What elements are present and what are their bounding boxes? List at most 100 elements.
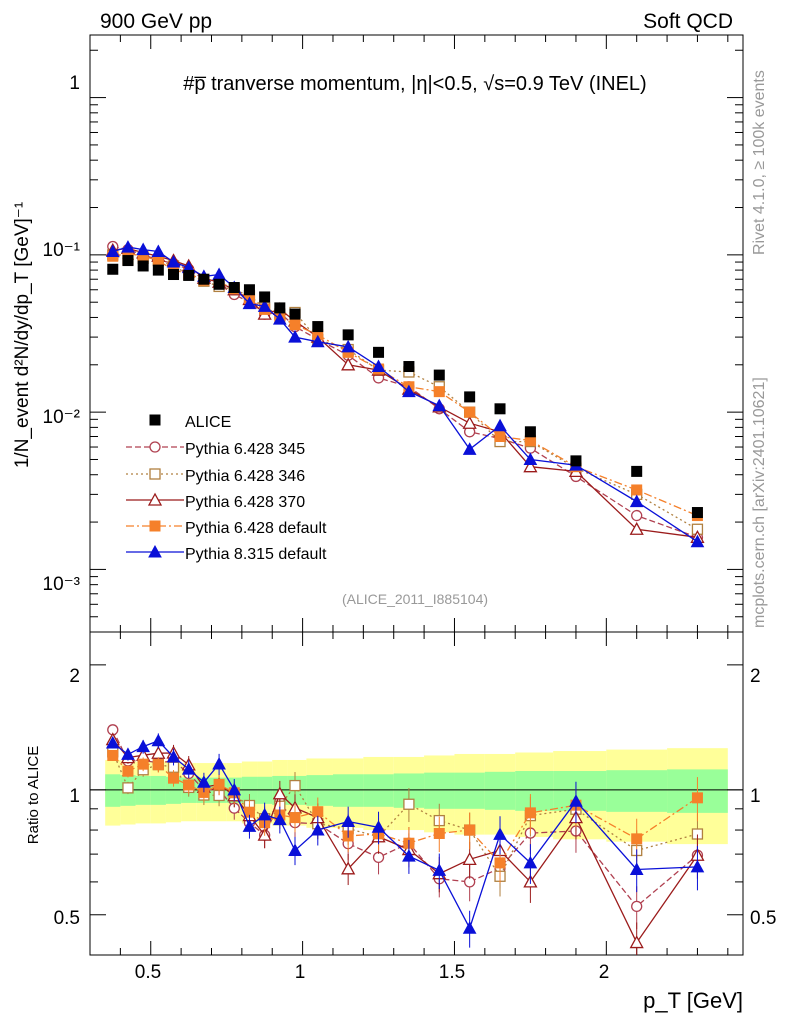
point-p8def xyxy=(629,494,644,508)
rivet-label: Rivet 4.1.0, ≥ 100k events xyxy=(751,70,768,255)
point-alice xyxy=(198,273,210,285)
point-alice xyxy=(691,507,703,519)
ratio-point-p6def xyxy=(213,778,225,790)
point-alice xyxy=(274,302,286,314)
ratio-point-p370 xyxy=(629,935,644,949)
legend-marker-alice xyxy=(149,414,161,426)
band-green xyxy=(241,776,258,804)
ratio-point-p6def xyxy=(464,824,476,836)
ratio-point-p6def xyxy=(137,758,149,770)
ratio-point-p8def xyxy=(151,733,166,747)
legend-label-p346: Pythia 6.428 346 xyxy=(185,468,305,485)
ratio-point-p6def xyxy=(107,749,119,761)
ratio-point-p8def xyxy=(242,819,257,832)
point-p6def xyxy=(631,484,643,496)
xtick-label-1: 1 xyxy=(295,962,306,983)
ratio-point-p6def xyxy=(691,792,703,804)
ratio-point-p6def xyxy=(289,812,301,824)
ratio-point-p6def xyxy=(122,765,134,777)
point-alice xyxy=(168,269,180,281)
band-green xyxy=(135,775,151,805)
band-green xyxy=(515,771,554,811)
ratio-point-p6def xyxy=(168,772,180,784)
point-alice xyxy=(403,361,415,373)
ratio-point-p6def xyxy=(494,857,506,869)
point-p8def xyxy=(257,299,272,312)
point-alice xyxy=(524,426,536,438)
legend-marker-p6def xyxy=(149,520,161,532)
band-green xyxy=(150,775,166,805)
point-p8def xyxy=(523,452,538,465)
ratio-point-p8def xyxy=(493,827,507,840)
point-p8def xyxy=(151,244,166,258)
ratio-point-p370 xyxy=(341,861,356,875)
ratio-ytick-right-1: 1 xyxy=(750,786,761,807)
legend-label-alice: ALICE xyxy=(185,414,231,431)
ratio-point-p8def xyxy=(257,807,272,821)
ratio-ytick-1: 1 xyxy=(69,786,80,807)
point-alice xyxy=(137,260,149,272)
point-p8def xyxy=(242,296,257,310)
ratio-point-p8def xyxy=(272,812,287,826)
ratio-point-p8def xyxy=(166,749,181,763)
point-alice xyxy=(631,465,643,477)
point-p6def xyxy=(289,319,301,331)
ratio-point-p6def xyxy=(152,759,164,771)
point-p8def xyxy=(136,242,150,256)
point-alice xyxy=(183,269,195,281)
point-alice xyxy=(373,346,385,358)
ratio-point-p346 xyxy=(403,798,415,810)
point-alice xyxy=(122,255,134,267)
point-p8def xyxy=(462,442,477,455)
ytick-label-1: 1 xyxy=(69,73,80,94)
point-p6def xyxy=(152,255,164,267)
ratio-point-p346 xyxy=(122,782,134,794)
point-alice xyxy=(433,369,445,381)
point-alice xyxy=(289,308,301,320)
point-p6def xyxy=(464,406,476,418)
ratio-point-p8def xyxy=(462,921,477,934)
legend-marker-p346 xyxy=(149,468,161,480)
legend-label-p6def: Pythia 6.428 default xyxy=(185,520,327,537)
point-alice xyxy=(494,403,506,415)
ratio-point-p8def xyxy=(121,747,135,760)
band-green xyxy=(484,771,516,810)
ytick-label-0.1: 10⁻¹ xyxy=(43,240,81,261)
legend-label-p8def: Pythia 8.315 default xyxy=(185,546,327,563)
main-ylabel: 1/N_event d²N/dy/dp_T [GeV]⁻¹ xyxy=(12,202,33,468)
point-p8def xyxy=(272,312,287,325)
band-green xyxy=(606,770,668,812)
ratio-ytick-right-2: 2 xyxy=(750,666,761,687)
ratio-point-p8def xyxy=(227,782,242,796)
analysis-tag: (ALICE_2011_I885104) xyxy=(342,591,488,607)
point-p370 xyxy=(341,357,356,371)
ratio-point-p8def xyxy=(341,814,356,828)
legend-marker-p370 xyxy=(147,492,163,506)
band-green xyxy=(306,775,333,806)
ratio-ytick-right-0.5: 0.5 xyxy=(750,908,776,929)
point-p8def xyxy=(121,240,135,253)
header-left: 900 GeV pp xyxy=(100,10,212,33)
ratio-point-p8def xyxy=(371,820,386,833)
ratio-point-p8def xyxy=(136,739,150,753)
legend-marker-p345 xyxy=(149,441,161,453)
main-ticks xyxy=(89,35,743,633)
xtick-label-1.5: 1.5 xyxy=(439,962,465,983)
point-alice xyxy=(243,284,255,296)
point-p345 xyxy=(631,509,643,522)
ratio-point-p370 xyxy=(462,851,477,865)
point-p8def xyxy=(288,330,302,343)
ratio-ytick-0.5: 0.5 xyxy=(54,908,80,929)
ratio-series xyxy=(105,724,705,955)
ratio-point-p6def xyxy=(183,779,195,791)
point-p370 xyxy=(523,459,538,473)
ratio-point-p8def xyxy=(690,859,705,873)
ratio-point-p8def xyxy=(569,794,583,807)
ytick-label-0.01: 10⁻² xyxy=(43,407,81,428)
header-right: Soft QCD xyxy=(643,10,733,33)
ratio-point-p8def xyxy=(402,849,416,862)
point-p8def xyxy=(105,244,120,258)
point-p8def xyxy=(493,418,507,432)
band-green xyxy=(257,776,273,804)
ratio-point-p370 xyxy=(272,786,287,800)
